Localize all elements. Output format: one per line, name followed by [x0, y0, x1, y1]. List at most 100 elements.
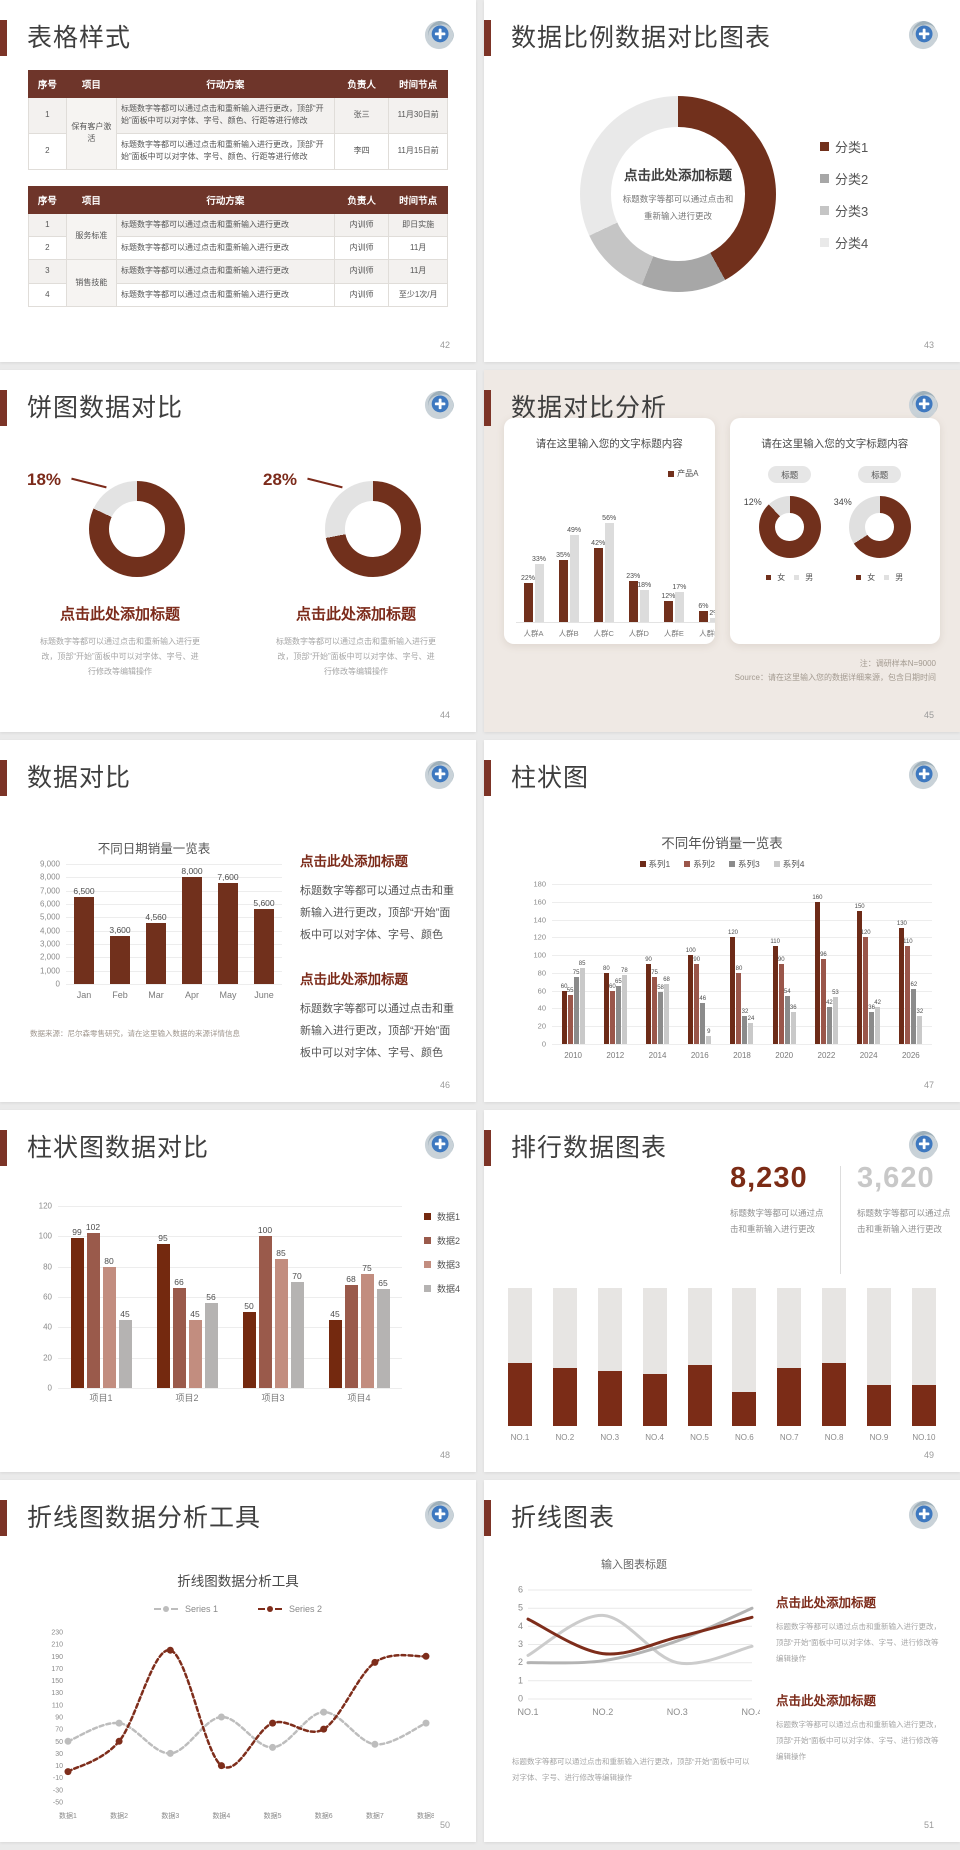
y-tick-label: 8,000 [39, 872, 60, 882]
legend-label: 系列3 [738, 859, 760, 869]
bar-value-label: 45 [330, 1309, 340, 1319]
bar-group: 5,600 [246, 898, 282, 984]
slide-47[interactable]: 柱状图 不同年份销量一览表 系列1 系列2 系列3 系列4 180 160 140 1… [484, 740, 960, 1102]
bar [360, 1274, 374, 1388]
data-point [422, 1719, 430, 1727]
table-row: 4 标题数字等都可以通过点击和重新输入进行更改 内训师 至少1次/月 [28, 282, 448, 308]
bar-value-label: 12% [661, 593, 676, 600]
legend-swatch [423, 1261, 431, 1268]
bar [663, 601, 673, 622]
slide-42[interactable]: 表格样式 序号 项目 行动方案 负责人 时间节点 1 保有客户激活 标题数字等都… [0, 0, 476, 362]
legend-item: 分类4 [820, 233, 868, 252]
bar-group: 45 68 75 65 [316, 1263, 402, 1388]
rank-bar [508, 1288, 532, 1426]
slide-title: 排行数据图表 [511, 1134, 668, 1162]
slide-48[interactable]: 柱状图数据对比 120 100 80 60 40 20 0 99 102 80 45 95 66 45 56… [0, 1110, 476, 1472]
slide-51[interactable]: 折线图表 输入图表标题 6 5 4 3 2 1 0 NO.1 NO.2 NO.3 NO.4 标题数字… [484, 1480, 960, 1842]
bar [604, 523, 614, 622]
slide-49[interactable]: 排行数据图表 8,230 标题数字等都可以通过点击和重新输入进行更改 3,620… [484, 1110, 960, 1472]
block-body: 标题数字等都可以通过点击和重新输入进行更改，顶部“开始”面板中可以对字体、字号、… [300, 1003, 454, 1059]
bar-group: 22% 33% [516, 556, 551, 622]
bar [905, 946, 911, 1044]
y-tick-label: 6 [518, 1585, 523, 1595]
bar-value-label: 62 [910, 982, 918, 988]
category-label: 人群C [593, 629, 614, 638]
data-point [64, 1768, 72, 1776]
y-tick-label: 0 [518, 1694, 523, 1704]
legend-item: Series 1 [153, 1604, 218, 1614]
line-series [526, 1615, 754, 1656]
line-chart-svg: 230 210 190 170 150 130 110 90 70 50 30 10 -10 -30 -50… [51, 1630, 435, 1821]
legend-swatch [820, 237, 829, 247]
bar [609, 991, 615, 1044]
table-cell: 4 [28, 282, 67, 308]
bar-value-label: 8,000 [181, 866, 203, 876]
data-point [115, 1719, 123, 1727]
table-cell: 3 [28, 259, 67, 284]
data-point [166, 1646, 174, 1654]
table-row: 1 保有客户激活 标题数字等都可以通过点击和重新输入进行更改，顶部“开始”面板中… [28, 97, 448, 170]
bar-group: 90 75 58 68 [636, 957, 678, 1044]
bar [156, 1244, 170, 1388]
table-cell: 内训师 [333, 282, 390, 308]
bar [328, 1320, 342, 1388]
y-tick-label: 160 [533, 897, 546, 907]
logo-svg [908, 760, 938, 790]
table-cell: 张三 [333, 97, 390, 134]
table-cell: 内训师 [333, 235, 390, 261]
table-cell: 2 [28, 132, 67, 170]
text-block: 点击此处添加标题 标题数字等都可以通过点击和重新输入进行更改，顶部“开始”面板中… [300, 850, 458, 946]
chart-title: 折线图数据分析工具 [177, 1574, 299, 1589]
donut-center-text: 标题数字等都可以通过点击和重新输入进行更改 [622, 194, 734, 221]
slide-50[interactable]: 折线图数据分析工具 折线图数据分析工具 Series 1 Series 2 23… [0, 1480, 476, 1842]
chart-legend: 产品A [668, 468, 699, 479]
donut-chart: 34% [834, 496, 911, 558]
legend-swatch [773, 861, 780, 867]
block-body: 标题数字等都可以通过点击和重新输入进行更改，顶部“开始”面板中可以对字体、字号、… [776, 1720, 941, 1761]
y-tick-label: 150 [51, 1678, 63, 1685]
bar [102, 1267, 116, 1388]
badge: 标题 [768, 466, 812, 483]
legend-item: 系列2 [684, 858, 715, 870]
legend-label: 数据4 [436, 1284, 460, 1294]
table-cell: 11月 [388, 235, 448, 261]
bar [857, 911, 863, 1044]
bar [832, 997, 838, 1044]
donut-hole [109, 501, 165, 557]
bar [204, 1303, 218, 1388]
legend-swatch [766, 575, 772, 580]
y-tick-label: 6,000 [39, 899, 60, 909]
slide-44[interactable]: 饼图数据对比 18% 点击此处添加标题 标题数字等都可以通过点击和重新输入进行更… [0, 370, 476, 732]
title-accent-bar [484, 1500, 491, 1536]
bar [569, 535, 579, 622]
slide-header: 折线图表 [484, 1480, 960, 1538]
category-label: 数据5 [264, 1811, 282, 1820]
bar-group: 4,560 [138, 912, 174, 984]
bar [784, 996, 790, 1044]
page-number: 45 [923, 710, 934, 720]
bar [603, 973, 609, 1044]
slide-43[interactable]: 数据比例数据对比图表 点击此处添加标题 标题数字等都可以通过点击和重新输入进行更… [484, 0, 960, 362]
unit-heading: 点击此处添加标题 [59, 606, 180, 623]
bar-value-label: 65 [378, 1278, 388, 1288]
slide-45[interactable]: 数据对比分析 请在这里输入您的文字标题内容 产品A 22% 33% 35% 49% 42… [484, 370, 960, 732]
bar-value-label: 24 [747, 1016, 755, 1022]
rank-column: NO.2 [552, 1288, 577, 1442]
table-cell: 11月15日前 [388, 132, 448, 170]
company-logo-icon [424, 20, 454, 50]
gridline [58, 1327, 402, 1329]
gridline [66, 917, 282, 919]
data-point [320, 1708, 328, 1716]
table-cell: 2 [28, 235, 67, 261]
bar [875, 1007, 881, 1044]
rank-bar [867, 1288, 891, 1426]
bar [621, 975, 627, 1044]
bar-group: 120 80 32 24 [721, 930, 763, 1044]
slide-46[interactable]: 数据对比 不同日期销量一览表 9,000 8,000 7,000 6,000 5,000… [0, 740, 476, 1102]
slide-header: 柱状图 [484, 740, 960, 798]
bar-group: 150 120 36 42 [848, 904, 890, 1044]
bar-value-label: 65 [614, 979, 622, 985]
bar [628, 581, 638, 622]
legend-swatch [423, 1285, 431, 1292]
bar-group: 7,600 [210, 872, 246, 984]
